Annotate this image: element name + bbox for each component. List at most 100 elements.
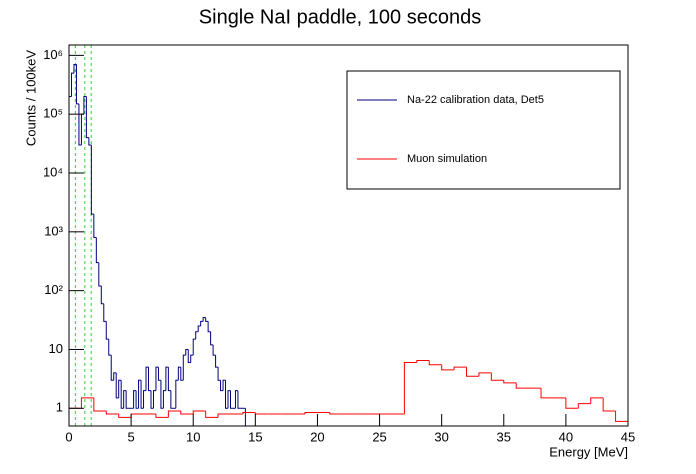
histogram-bin [602,397,616,412]
x-tick-label: 15 [248,429,262,444]
y-tick-label: 10² [44,282,63,297]
histogram-bin [143,390,147,409]
histogram-bin [165,366,169,391]
histogram-bin [157,367,161,381]
histogram-bin [155,413,169,418]
histogram-bin [115,372,119,399]
x-tick-label: 40 [559,429,573,444]
histogram-bin [540,388,554,399]
x-tick-label: 10 [186,429,200,444]
histogram-bin [113,372,117,381]
x-tick-label: 20 [310,429,324,444]
histogram-bin [254,412,268,415]
histogram-bin [90,144,94,215]
x-tick-label: 35 [497,429,511,444]
x-tick-label: 0 [65,429,72,444]
histogram-bin [565,397,579,409]
histogram-bin [167,410,181,418]
histogram-bin [145,366,149,391]
histogram-bin [70,72,74,97]
histogram-bin [222,379,226,391]
histogram-bin [180,367,184,381]
histogram-bin [125,390,129,409]
histogram-bin [403,362,417,414]
histogram-bin [190,354,194,363]
histogram-bin [123,390,127,409]
histogram-bin [237,390,241,409]
histogram-bin [615,410,628,422]
histogram-bin [329,412,343,415]
histogram-bin [234,390,238,409]
histogram-bin [167,367,171,392]
histogram-bin [227,390,231,409]
y-tick-label: 10⁴ [43,164,63,179]
histogram-bin [95,237,99,264]
y-tick-label: 10⁶ [43,47,63,62]
histogram-bin [108,339,112,356]
y-tick-label: 10³ [44,223,63,238]
histogram-bin [217,413,231,418]
histogram-bin [185,348,189,356]
frame [68,44,629,427]
histogram-bin [182,354,186,381]
histogram-bin [202,316,206,322]
legend-label: Muon simulation [407,153,487,165]
histogram-bin [453,366,467,370]
histogram-bin [197,325,201,332]
histogram-bin [105,321,109,340]
histogram-bin [162,390,166,409]
histogram-bin [120,380,124,409]
histogram-bin [85,96,89,139]
histogram-bin [118,379,122,398]
histogram-bin [140,380,144,409]
histogram-bin [242,411,256,414]
histogram-bin [133,390,137,409]
histogram-bin [175,379,179,409]
y-axis-label: Counts / 100keV [23,50,38,146]
histogram-bin [205,410,219,418]
y-tick-label: 10⁵ [43,106,63,121]
x-axis-label: Energy [MeV] [549,444,628,459]
histogram-bin [170,390,174,409]
histogram-bin [210,331,214,346]
histogram-bin [110,355,114,381]
histogram-bin [155,366,159,391]
histogram-bin [187,349,191,364]
histogram-bin [217,367,221,381]
histogram-bin [160,380,164,409]
x-tick-label: 25 [372,429,386,444]
histogram-bin [220,380,224,392]
histogram-bin [83,95,87,115]
histogram-bin [225,380,229,409]
histogram-bin [192,410,206,414]
plot-area [69,45,628,426]
histogram-bin [503,380,517,384]
histogram-bin [98,262,102,287]
histogram-bin [478,372,492,377]
chart-title: Single NaI paddle, 100 seconds [199,6,481,28]
legend-label: Na-22 calibration data, Det5 [407,94,544,106]
legend [346,70,621,190]
y-tick-label: 10 [49,341,63,356]
histogram-bin [138,379,142,409]
x-tick-label: 30 [434,429,448,444]
histogram-bin [192,338,196,356]
histogram-bin [515,382,529,389]
histogram-bin [212,344,216,356]
histogram-bin [100,285,104,305]
x-tick-label: 45 [621,429,635,444]
histogram-bin [118,413,132,418]
histogram-bin [88,137,92,146]
histogram-bin [80,397,94,409]
histogram-bin [69,95,72,426]
histogram-bin [103,303,107,322]
histogram-bin [73,63,77,74]
histogram-bin [590,397,604,404]
histogram-bin [490,372,504,381]
histogram-bin [416,359,430,363]
histogram-bin [93,214,97,239]
histogram-bin [304,411,318,414]
histogram-bin [152,390,156,409]
y-tick-label: 1 [56,400,63,415]
